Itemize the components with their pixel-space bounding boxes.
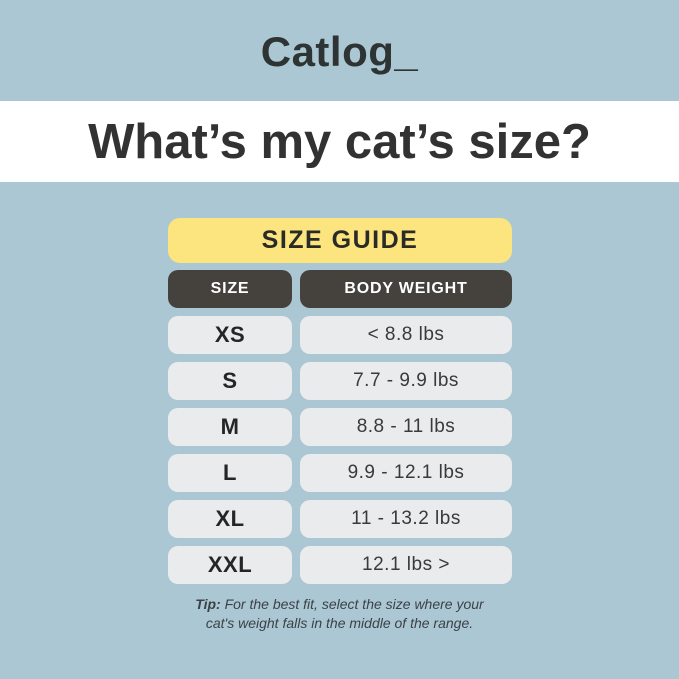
table-row: XXL 12.1 lbs > <box>168 546 512 584</box>
weight-cell-l: 9.9 - 12.1 lbs <box>300 454 512 492</box>
table-row: M 8.8 - 11 lbs <box>168 408 512 446</box>
brand-logo: Catlog_ <box>260 28 419 75</box>
weight-cell-xxl: 12.1 lbs > <box>300 546 512 584</box>
size-cell-xl: XL <box>168 500 292 538</box>
size-guide-table: SIZE GUIDE SIZE BODY WEIGHT XS < 8.8 lbs… <box>168 218 512 592</box>
table-row: L 9.9 - 12.1 lbs <box>168 454 512 492</box>
table-row: XL 11 - 13.2 lbs <box>168 500 512 538</box>
page-title: What’s my cat’s size? <box>88 114 591 169</box>
table-row: XS < 8.8 lbs <box>168 316 512 354</box>
table-row: S 7.7 - 9.9 lbs <box>168 362 512 400</box>
size-guide-banner: SIZE GUIDE <box>168 218 512 263</box>
weight-cell-s: 7.7 - 9.9 lbs <box>300 362 512 400</box>
column-header-size: SIZE <box>168 270 292 308</box>
column-header-body-weight: BODY WEIGHT <box>300 270 512 308</box>
table-header-row: SIZE BODY WEIGHT <box>168 270 512 308</box>
weight-cell-xl: 11 - 13.2 lbs <box>300 500 512 538</box>
size-cell-s: S <box>168 362 292 400</box>
tip-note: Tip: For the best fit, select the size w… <box>140 595 540 633</box>
tip-line2: cat's weight falls in the middle of the … <box>205 614 474 631</box>
tip-line1: For the best fit, select the size where … <box>224 596 484 612</box>
size-cell-m: M <box>168 408 292 446</box>
weight-cell-m: 8.8 - 11 lbs <box>300 408 512 446</box>
size-cell-xs: XS <box>168 316 292 354</box>
weight-cell-xs: < 8.8 lbs <box>300 316 512 354</box>
heading-band: What’s my cat’s size? <box>0 101 679 182</box>
size-cell-xxl: XXL <box>168 546 292 584</box>
size-cell-l: L <box>168 454 292 492</box>
tip-label: Tip: <box>195 596 221 612</box>
